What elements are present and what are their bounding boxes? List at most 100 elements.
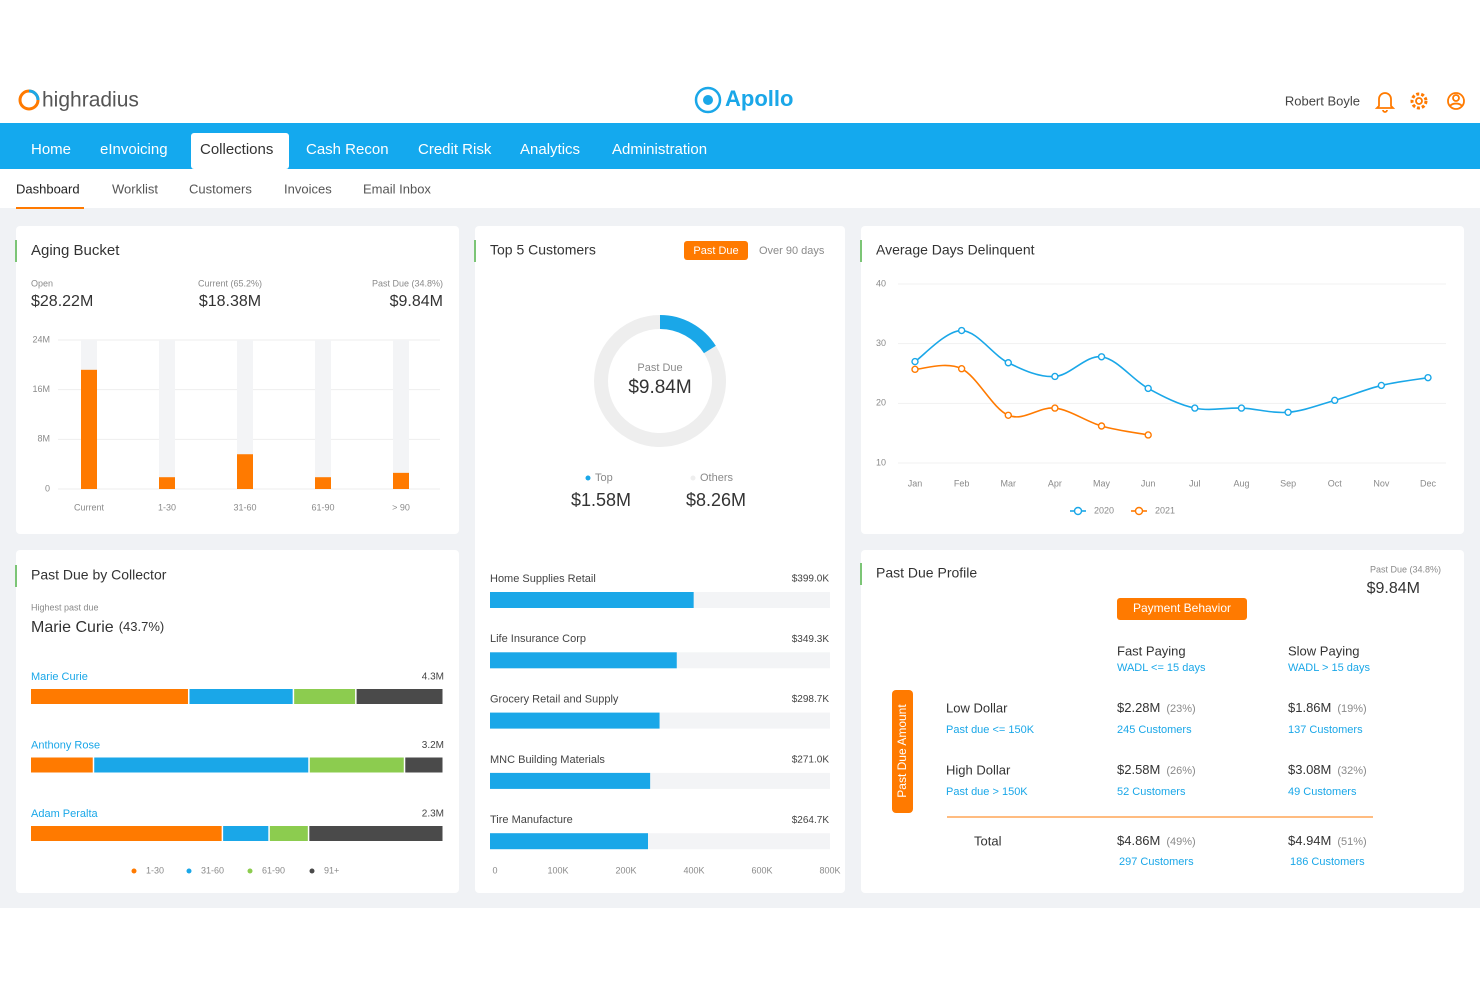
bar-track bbox=[393, 340, 409, 489]
x-tick-label: Nov bbox=[1373, 478, 1390, 488]
row-note: Past due > 150K bbox=[946, 786, 1028, 798]
highlight-share: (43.7%) bbox=[119, 619, 165, 634]
x-tick-label: > 90 bbox=[392, 502, 410, 512]
cell-amount: $4.86M (49%) bbox=[1117, 833, 1196, 848]
collector-name[interactable]: Marie Curie bbox=[31, 671, 88, 683]
highlight-label: Highest past due bbox=[31, 602, 99, 612]
sub-tab[interactable]: Invoices bbox=[284, 181, 332, 196]
nav-tab[interactable]: Home bbox=[31, 141, 71, 158]
summary-label: Past Due (34.8%) bbox=[1370, 564, 1441, 574]
x-tick-label: 200K bbox=[615, 865, 636, 875]
amount: $1.86M bbox=[1288, 700, 1331, 715]
brand-name: highradius bbox=[42, 89, 139, 112]
cell-customers[interactable]: 297 Customers bbox=[1119, 856, 1194, 868]
collector-name[interactable]: Adam Peralta bbox=[31, 808, 99, 820]
row-note: Past due <= 150K bbox=[946, 724, 1035, 736]
share: (32%) bbox=[1337, 765, 1366, 777]
amount: $4.94M bbox=[1288, 833, 1331, 848]
sub-tab[interactable]: Dashboard bbox=[16, 181, 80, 196]
cell-amount: $2.28M (23%) bbox=[1117, 700, 1196, 715]
bar bbox=[490, 652, 677, 669]
column-note: WADL > 15 days bbox=[1288, 662, 1371, 674]
bar bbox=[81, 369, 97, 489]
nav-tab[interactable]: Credit Risk bbox=[418, 141, 492, 158]
button-label[interactable]: Payment Behavior bbox=[1133, 601, 1231, 615]
bell-icon[interactable] bbox=[1374, 92, 1396, 113]
axis-badge bbox=[892, 690, 913, 813]
bar-segment bbox=[94, 757, 309, 773]
highlight: Marie Curie (43.7%) bbox=[31, 619, 164, 636]
tab-active[interactable] bbox=[684, 241, 748, 260]
bar bbox=[490, 712, 660, 729]
legend-label: Others bbox=[700, 472, 734, 484]
stat-value: $28.22M bbox=[31, 293, 93, 310]
nav-tab[interactable]: Collections bbox=[200, 141, 273, 158]
panel bbox=[16, 550, 459, 893]
summary-value: $9.84M bbox=[1367, 580, 1420, 597]
legend-label: 31-60 bbox=[201, 865, 224, 875]
sub-tab[interactable]: Customers bbox=[189, 181, 252, 196]
point bbox=[1051, 404, 1059, 412]
cell-customers[interactable]: 245 Customers bbox=[1117, 724, 1192, 736]
tab[interactable]: Over 90 days bbox=[759, 245, 825, 257]
value-label: $8.26M bbox=[686, 490, 746, 510]
donut-slice bbox=[594, 315, 726, 447]
user-icon[interactable] bbox=[1447, 92, 1465, 110]
x-tick-label: Apr bbox=[1048, 478, 1062, 488]
sub-tab[interactable]: Worklist bbox=[112, 181, 158, 196]
active-tab-bg bbox=[191, 133, 289, 169]
legend-label: 61-90 bbox=[262, 865, 285, 875]
bar bbox=[315, 477, 331, 489]
x-tick-label: 800K bbox=[819, 865, 840, 875]
share: (49%) bbox=[1166, 836, 1195, 848]
bar bbox=[237, 454, 253, 489]
line bbox=[914, 329, 1429, 414]
nav-tab[interactable]: Analytics bbox=[520, 141, 580, 158]
value-label: $298.7K bbox=[792, 694, 830, 705]
column-name: Slow Paying bbox=[1288, 643, 1360, 658]
bar-label: Home Supplies Retail bbox=[490, 573, 596, 585]
panel-title: Past Due Profile bbox=[876, 565, 977, 581]
x-tick-label: Aug bbox=[1233, 478, 1249, 488]
nav-tab[interactable]: Administration bbox=[612, 141, 707, 158]
cell-customers[interactable]: 137 Customers bbox=[1288, 724, 1363, 736]
tab[interactable]: Past Due bbox=[693, 245, 738, 257]
cell-customers[interactable]: 186 Customers bbox=[1290, 856, 1365, 868]
y-tick-label: 20 bbox=[876, 398, 886, 408]
bar-segment bbox=[223, 826, 269, 841]
subtab-underline bbox=[16, 207, 84, 209]
legend-label: 2021 bbox=[1155, 505, 1175, 515]
panel-accent bbox=[860, 240, 862, 262]
value-label: $271.0K bbox=[792, 755, 830, 766]
point bbox=[957, 326, 966, 335]
x-tick-label: Jul bbox=[1189, 478, 1201, 488]
row-name: High Dollar bbox=[946, 762, 1011, 777]
value-label: $1.58M bbox=[571, 490, 631, 510]
collector-name[interactable]: Anthony Rose bbox=[31, 739, 100, 751]
panel-title: Top 5 Customers bbox=[490, 242, 596, 258]
sub-tab[interactable]: Email Inbox bbox=[363, 181, 431, 196]
cell-amount: $1.86M (19%) bbox=[1288, 700, 1367, 715]
amount: $3.08M bbox=[1288, 762, 1331, 777]
cell-customers[interactable]: 49 Customers bbox=[1288, 786, 1357, 798]
point bbox=[1004, 359, 1012, 367]
total-label: 2.3M bbox=[422, 809, 444, 820]
settings-icon[interactable] bbox=[1410, 92, 1428, 110]
x-tick-label: 600K bbox=[751, 865, 772, 875]
x-tick-label: Feb bbox=[954, 478, 970, 488]
nav-tab[interactable]: Cash Recon bbox=[306, 141, 389, 158]
legend-dot bbox=[247, 868, 253, 874]
y-tick-label: 8M bbox=[37, 434, 50, 444]
bar-segment bbox=[309, 757, 404, 773]
bar bbox=[490, 592, 694, 608]
cell-customers[interactable]: 52 Customers bbox=[1117, 786, 1186, 798]
legend-label: 91+ bbox=[324, 865, 339, 875]
panel-accent bbox=[474, 240, 476, 262]
point bbox=[1284, 408, 1292, 416]
point bbox=[1377, 381, 1386, 390]
nav-tab[interactable]: eInvoicing bbox=[100, 141, 168, 158]
bar-segment bbox=[31, 689, 188, 704]
point bbox=[1191, 404, 1199, 412]
legend-marker bbox=[1073, 506, 1083, 516]
button[interactable] bbox=[1117, 598, 1247, 620]
